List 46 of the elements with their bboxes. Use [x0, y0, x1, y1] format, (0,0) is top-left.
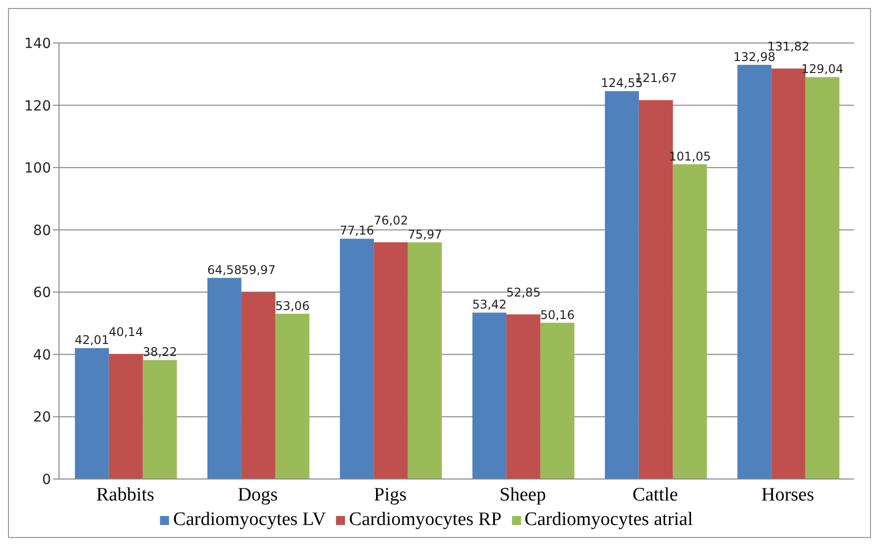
y-tick-label: 80 [33, 222, 51, 239]
data-label: 42,01 [74, 333, 110, 348]
data-label: 77,16 [340, 224, 374, 238]
bar [108, 354, 143, 479]
bar [241, 292, 276, 479]
data-label: 53,42 [472, 298, 507, 312]
bar [142, 360, 177, 479]
data-label: 75,97 [408, 227, 442, 242]
bar [472, 312, 506, 479]
y-tick-label: 0 [42, 472, 51, 488]
bar [604, 91, 639, 479]
y-tick-label: 20 [33, 410, 51, 426]
x-tick-label: Sheep [500, 484, 546, 506]
bar [207, 278, 242, 479]
y-tick-label: 40 [33, 347, 51, 364]
x-tick-label: Pigs [374, 484, 407, 506]
bar [672, 164, 707, 479]
bar [74, 348, 109, 479]
y-tick-label: 140 [24, 36, 51, 52]
y-tick-label: 120 [24, 98, 51, 114]
data-label: 38,22 [142, 344, 178, 359]
y-tick-label: 60 [33, 285, 51, 302]
y-tick-label: 100 [24, 160, 51, 177]
bar [805, 77, 840, 479]
data-label: 50,16 [540, 308, 575, 322]
legend-label: Cardiomyocytes RP [349, 509, 502, 530]
bar [374, 242, 408, 479]
data-label: 129,04 [801, 62, 844, 76]
x-tick-label: Dogs [238, 484, 278, 506]
bar [506, 314, 540, 479]
legend-label: Cardiomyocytes LV [173, 509, 326, 530]
data-label: 40,14 [108, 324, 144, 339]
x-tick-label: Cattle [632, 484, 678, 506]
legend-label: Cardiomyocytes atrial [524, 509, 693, 530]
bar [275, 314, 310, 479]
bar [340, 238, 374, 479]
data-label: 64,58 [207, 262, 242, 277]
data-label: 52,85 [506, 285, 541, 300]
bar [737, 64, 772, 479]
data-label: 59,97 [241, 263, 276, 278]
x-tick-label: Horses [761, 484, 814, 506]
data-label: 53,06 [275, 298, 310, 313]
bar [540, 322, 574, 479]
x-tick-label: Rabbits [96, 484, 154, 506]
data-label: 76,02 [374, 213, 408, 228]
bar [408, 242, 442, 479]
